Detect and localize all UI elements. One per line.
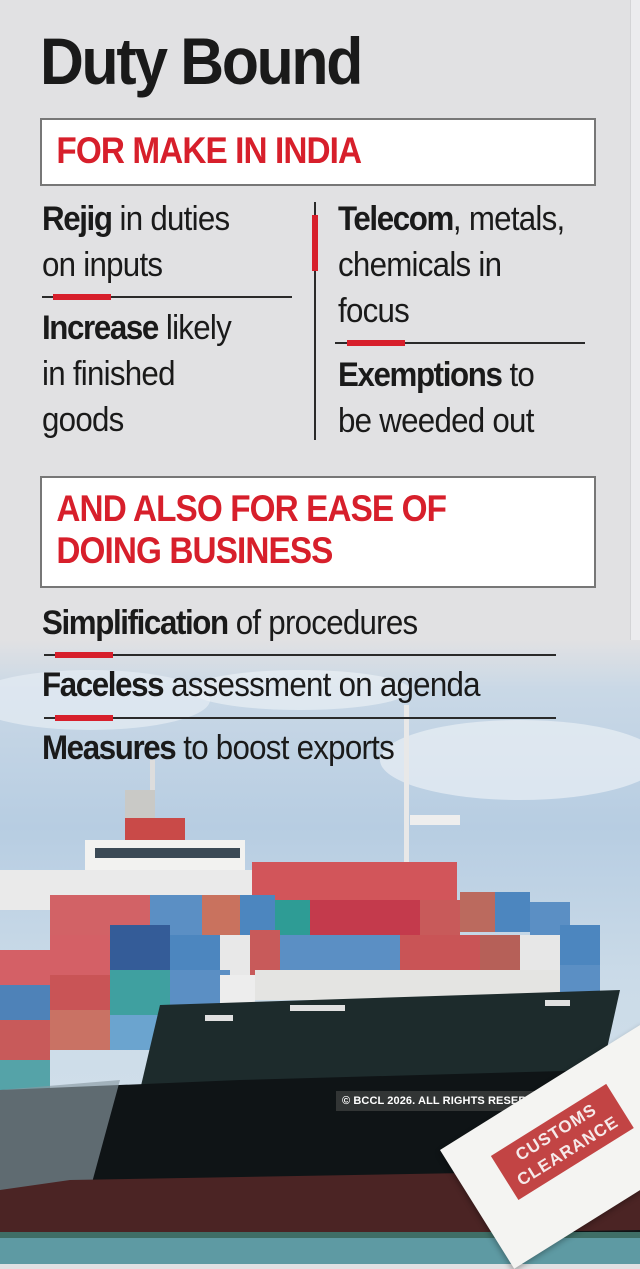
point-text: on inputs bbox=[42, 246, 163, 284]
red-accent-mark bbox=[312, 215, 318, 271]
divider bbox=[44, 717, 556, 719]
point-text: likely bbox=[157, 309, 232, 347]
right-edge-strip bbox=[630, 0, 640, 660]
point-exemptions: Exemptions to be weeded out bbox=[338, 352, 535, 444]
column-divider bbox=[314, 202, 316, 440]
section-heading-box-make-in-india: FOR MAKE IN INDIA bbox=[40, 118, 596, 186]
point-keyword: Measures bbox=[42, 729, 177, 767]
point-simplification: Simplification of procedures bbox=[42, 600, 418, 646]
point-text: goods bbox=[42, 401, 124, 439]
divider bbox=[335, 342, 585, 344]
point-keyword: Faceless bbox=[42, 666, 165, 704]
point-increase: Increase likely in finished goods bbox=[42, 305, 232, 443]
red-accent-mark bbox=[347, 340, 405, 346]
point-text: be weeded out bbox=[338, 402, 534, 440]
point-keyword: Telecom bbox=[338, 200, 454, 238]
divider bbox=[42, 296, 292, 298]
point-text: focus bbox=[338, 292, 410, 330]
point-rejig: Rejig in duties on inputs bbox=[42, 196, 231, 288]
divider bbox=[44, 654, 556, 656]
point-telecom: Telecom, metals, chemicals in focus bbox=[338, 196, 565, 334]
copyright-watermark: © BCCL 2026. ALL RIGHTS RESERVED. bbox=[336, 1091, 559, 1111]
point-keyword: Increase bbox=[42, 309, 159, 347]
point-text: , metals, bbox=[452, 200, 565, 238]
point-faceless: Faceless assessment on agenda bbox=[42, 662, 481, 708]
infographic-title: Duty Bound bbox=[40, 24, 363, 98]
red-accent-mark bbox=[55, 715, 113, 721]
point-text: to bbox=[501, 356, 535, 394]
point-text: assessment on agenda bbox=[163, 666, 480, 704]
red-accent-mark bbox=[53, 294, 111, 300]
point-text: chemicals in bbox=[338, 246, 502, 284]
red-accent-mark bbox=[55, 652, 113, 658]
point-keyword: Rejig bbox=[42, 200, 113, 238]
section-heading-line2: DOING BUSINESS bbox=[56, 530, 333, 571]
point-text: of procedures bbox=[227, 604, 418, 642]
point-text: in finished bbox=[42, 355, 176, 393]
point-text: to boost exports bbox=[175, 729, 395, 767]
section-heading-line1: AND ALSO FOR EASE OF bbox=[56, 488, 447, 529]
point-text: in duties bbox=[111, 200, 231, 238]
section-heading: FOR MAKE IN INDIA bbox=[56, 130, 362, 171]
section-heading-box-ease-of-doing-business: AND ALSO FOR EASE OF DOING BUSINESS bbox=[40, 476, 596, 588]
point-keyword: Exemptions bbox=[338, 356, 503, 394]
point-keyword: Simplification bbox=[42, 604, 229, 642]
point-measures: Measures to boost exports bbox=[42, 725, 395, 771]
